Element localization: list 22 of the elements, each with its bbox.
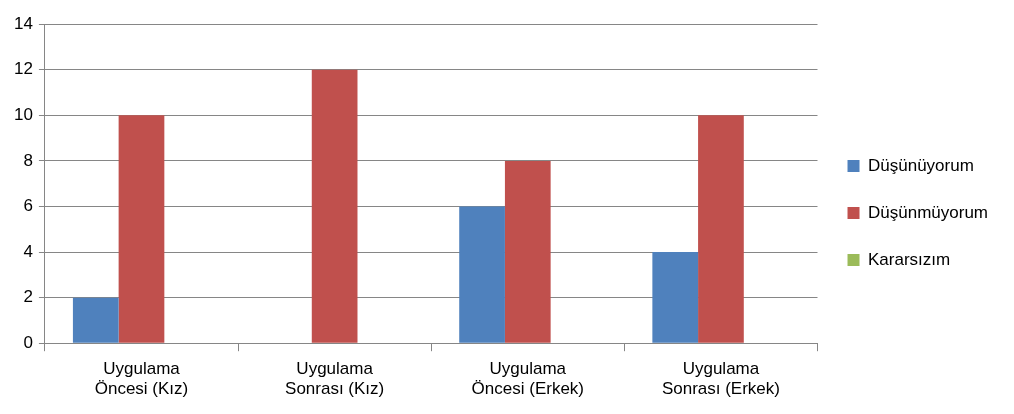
bar [311,69,358,343]
x-tick-label: Uygulama Öncesi (Kız) [94,359,189,399]
legend-label: Düşünüyorum [868,155,974,175]
y-tick-label: 14 [13,13,33,33]
y-tick-label: 0 [23,332,33,352]
bar [652,252,699,343]
y-tick-label: 12 [13,59,33,79]
y-tick-label: 8 [23,150,33,170]
y-tick-label: 2 [23,287,33,307]
y-tick-label: 10 [13,105,33,125]
x-tick-label: Uygulama Sonrası (Kız) [285,359,385,399]
legend-label: Kararsızım [868,249,951,269]
bar [118,115,165,343]
y-tick-label: 4 [23,241,33,261]
x-tick-label: Uygulama Sonrası (Erkek) [661,359,780,399]
bar [459,206,505,343]
bar [698,115,744,343]
bar [504,160,551,343]
legend-label: Düşünmüyorum [868,202,989,222]
bar [72,297,119,343]
y-tick-label: 6 [23,196,33,216]
x-tick-label: Uygulama Öncesi (Erkek) [471,359,584,399]
